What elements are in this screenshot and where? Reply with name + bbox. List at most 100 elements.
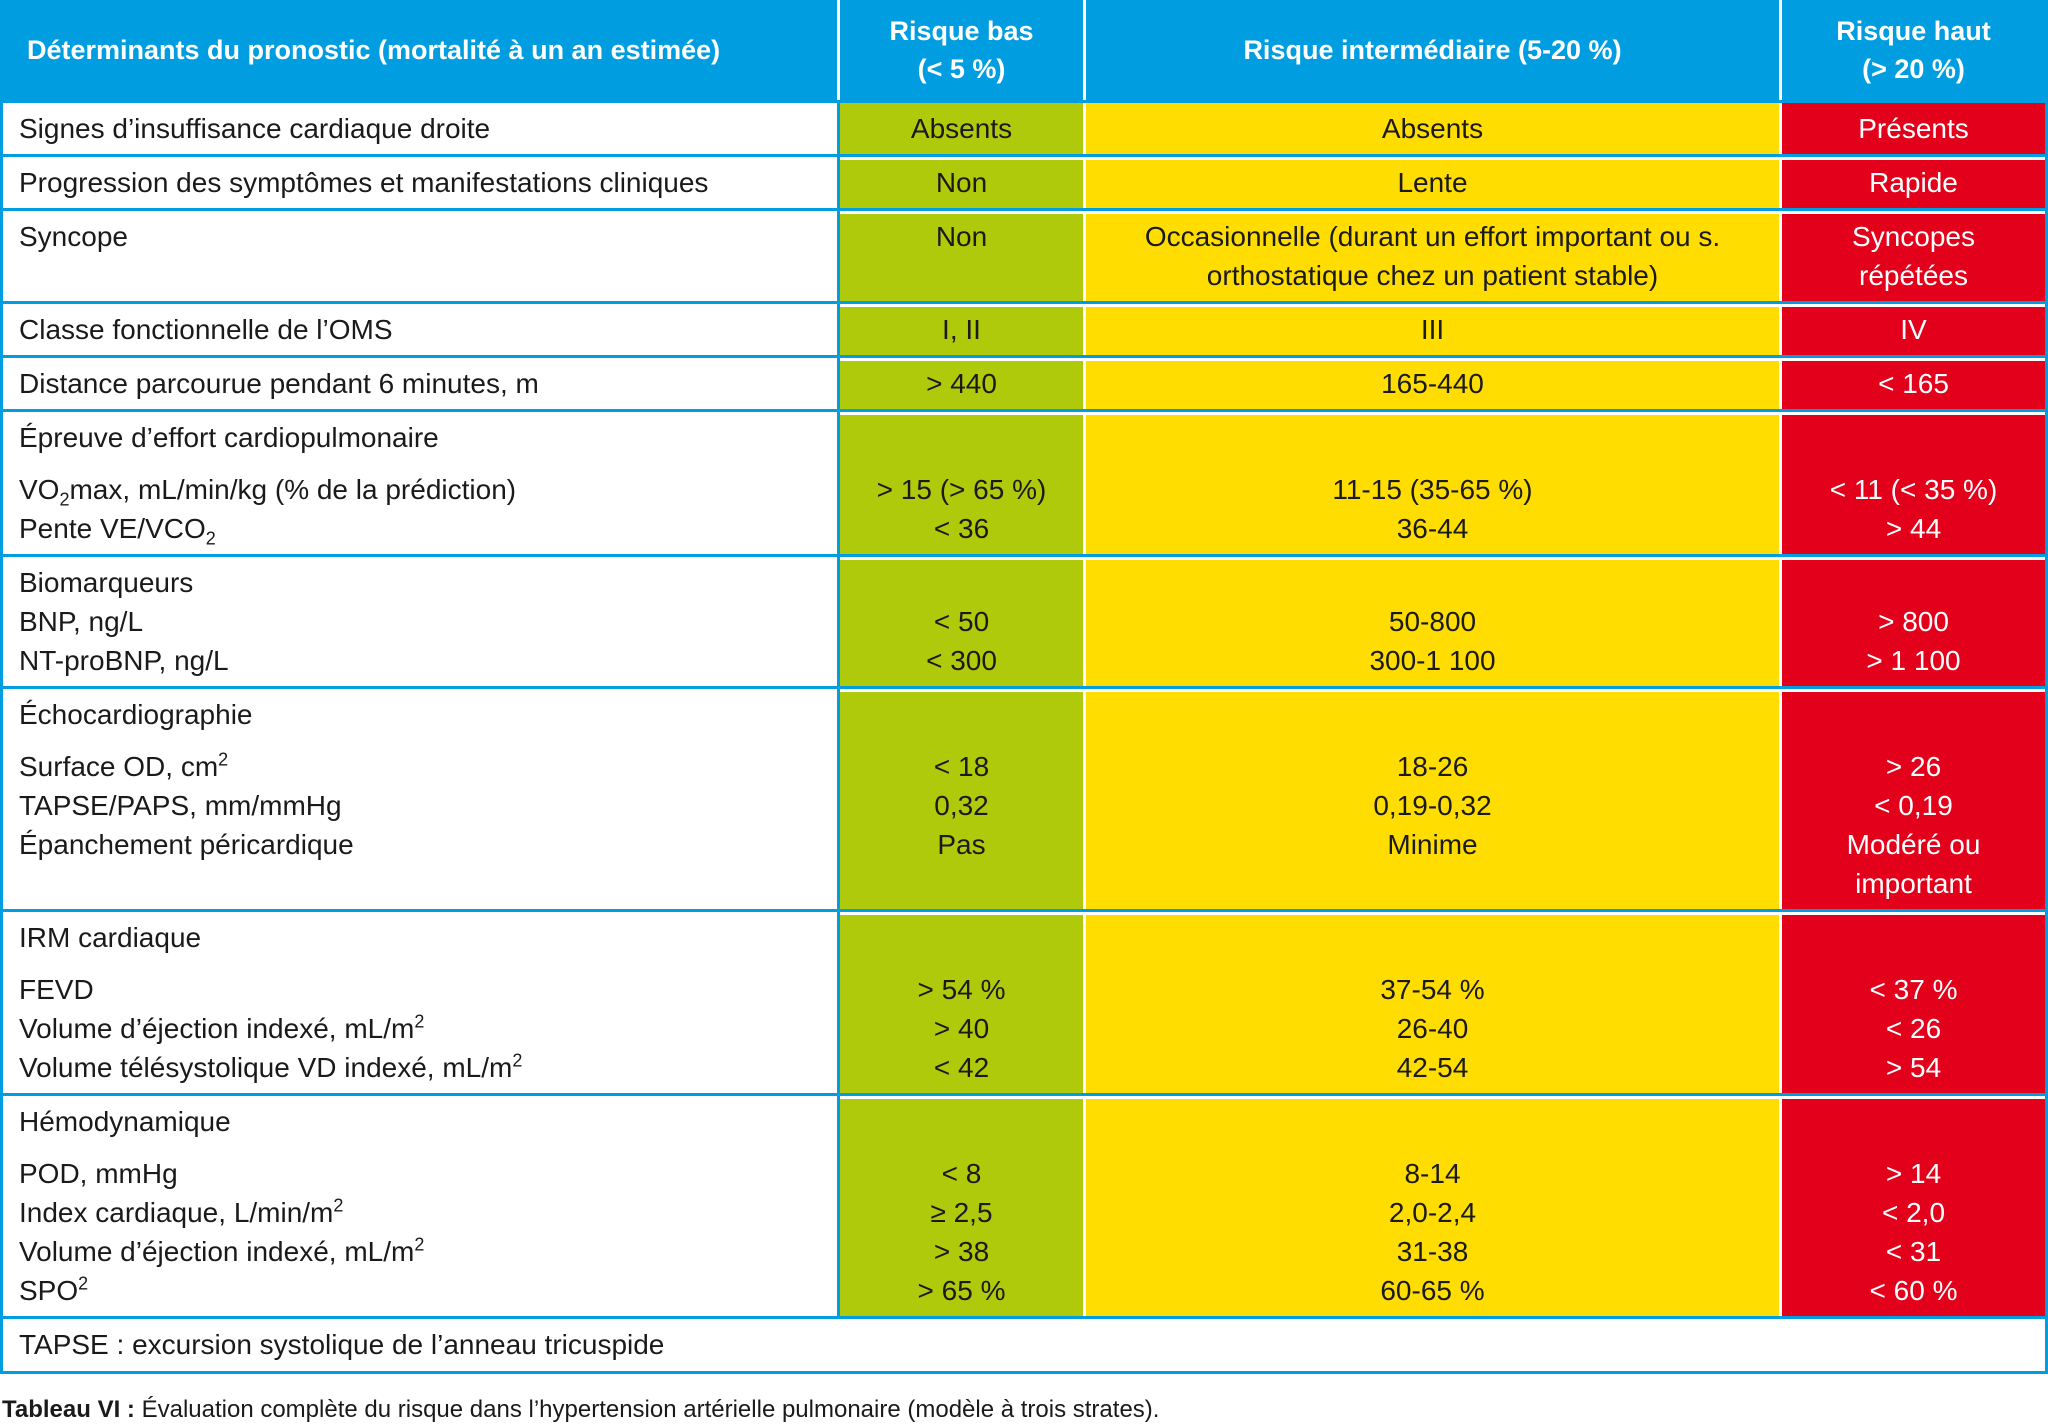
label-text-after: max, mL/min/kg (% de la prédiction) [69, 474, 517, 505]
superscript: 2 [414, 1234, 425, 1255]
label-text: IRM cardiaque [19, 922, 202, 953]
risk-value: > 44 [1885, 513, 1942, 544]
label-cell: Hémodynamique POD, mmHg Index cardiaque, L… [3, 1096, 837, 1316]
label-text: Pente VE/VCO [19, 513, 206, 544]
risk-value: ≥ 2,5 [930, 1197, 993, 1228]
risk-value: < 50 [933, 606, 990, 637]
risk-value: Syncopes répétées [1852, 221, 1975, 291]
spacer [19, 1141, 837, 1154]
row-label: Surface OD, cm2 [19, 747, 837, 786]
risk-value: > 65 % [917, 1275, 1006, 1306]
risk-value: > 26 [1885, 751, 1942, 782]
caption-label: Tableau VI : [2, 1396, 135, 1423]
risk-value [840, 918, 1083, 957]
spacer [1086, 734, 1779, 747]
spacer [1782, 957, 2045, 970]
risk-value: > 54 % [917, 974, 1006, 1005]
risk-value [1086, 563, 1779, 602]
risk-value: < 300 [926, 645, 997, 676]
low-risk-cell: Non [837, 157, 1083, 208]
spacer [1086, 1141, 1779, 1154]
intermediate-risk-cell: III [1083, 304, 1779, 355]
label-text: Progression des symptômes et manifestati… [19, 167, 709, 198]
row-label: VO2max, mL/min/kg (% de la prédiction) [19, 470, 837, 509]
intermediate-risk-cell: 37-54 % 26-40 42-54 [1083, 912, 1779, 1093]
risk-value [840, 1102, 1083, 1141]
risk-value: Pas [937, 829, 986, 860]
table-footnote: TAPSE : excursion systolique de l’anneau… [3, 1316, 2045, 1371]
high-risk-cell: Syncopes répétées [1779, 211, 2045, 301]
risk-value: I, II [942, 314, 981, 345]
label-text: BNP, ng/L [19, 606, 144, 637]
risk-value: > 440 [926, 368, 997, 399]
row-label: IRM cardiaque [19, 918, 837, 957]
risk-value: 50-800 [1388, 606, 1477, 637]
risk-value: > 40 [933, 1013, 990, 1044]
spacer [1086, 957, 1779, 970]
risk-value [840, 695, 1083, 734]
label-cell: Biomarqueurs BNP, ng/L NT-proBNP, ng/L [3, 557, 837, 686]
low-risk-cell: > 15 (> 65 %) < 36 [837, 412, 1083, 554]
label-text: Distance parcourue pendant 6 minutes, m [19, 368, 539, 399]
label-text: Index cardiaque, L/min/m [19, 1197, 334, 1228]
risk-value: 31-38 [1396, 1236, 1469, 1267]
superscript: 2 [333, 1195, 344, 1216]
risk-value: Occasionnelle (durant un effort importan… [1144, 221, 1721, 291]
risk-value: 42-54 [1396, 1052, 1469, 1083]
label-text: Biomarqueurs [19, 567, 194, 598]
risk-value: IV [1900, 314, 1927, 345]
table-row: Échocardiographie Surface OD, cm2 TAPSE/PA… [3, 686, 2045, 909]
risk-value: 2,0-2,4 [1388, 1197, 1477, 1228]
table-row: Syncope Non Occasionnelle (durant un effor… [3, 208, 2045, 301]
low-risk-cell: Non [837, 211, 1083, 301]
label-text: NT-proBNP, ng/L [19, 645, 229, 676]
risk-value: 36-44 [1396, 513, 1469, 544]
risk-value: Lente [1397, 167, 1468, 198]
label-text: Surface OD, cm [19, 751, 219, 782]
label-text: Syncope [19, 221, 128, 252]
label-text: Volume télésystolique VD indexé, mL/m [19, 1052, 513, 1083]
row-label: FEVD [19, 970, 837, 1009]
row-label: Biomarqueurs [19, 563, 837, 602]
table-row: Biomarqueurs BNP, ng/L NT-proBNP, ng/L < 50… [3, 554, 2045, 686]
risk-table: Déterminants du pronostic (mortalité à u… [0, 0, 2048, 1374]
high-risk-cell: IV [1779, 304, 2045, 355]
label-text: POD, mmHg [19, 1158, 178, 1189]
row-label: NT-proBNP, ng/L [19, 641, 837, 680]
intermediate-risk-cell: 50-800 300-1 100 [1083, 557, 1779, 686]
risk-value [1782, 918, 2045, 957]
spacer [19, 734, 837, 747]
row-label: Index cardiaque, L/min/m2 [19, 1193, 837, 1232]
label-cell: Distance parcourue pendant 6 minutes, m [3, 358, 837, 409]
risk-value: < 0,19 [1874, 790, 1953, 821]
risk-value [1086, 918, 1779, 957]
risk-value [1782, 418, 2045, 457]
risk-value: 26-40 [1396, 1013, 1469, 1044]
spacer [1782, 457, 2045, 470]
risk-value: Non [935, 221, 988, 252]
risk-value: > 14 [1885, 1158, 1942, 1189]
risk-value: 11-15 (35-65 %) [1332, 474, 1533, 505]
label-cell: Échocardiographie Surface OD, cm2 TAPSE/PA… [3, 689, 837, 909]
risk-value: Minime [1387, 829, 1478, 860]
risk-value: Non [935, 167, 988, 198]
risk-value [1086, 418, 1779, 457]
spacer [19, 457, 837, 470]
spacer [840, 457, 1083, 470]
risk-value: < 18 [933, 751, 990, 782]
row-label: Volume d’éjection indexé, mL/m2 [19, 1232, 837, 1271]
spacer [1782, 1141, 2045, 1154]
low-risk-cell: I, II [837, 304, 1083, 355]
header-high-risk: Risque haut (> 20 %) [1779, 0, 2045, 100]
table-row: Distance parcourue pendant 6 minutes, m >… [3, 355, 2045, 409]
row-label: Classe fonctionnelle de l’OMS [19, 310, 837, 349]
high-risk-cell: < 165 [1779, 358, 2045, 409]
table-row: IRM cardiaque FEVD Volume d’éjection index… [3, 909, 2045, 1093]
intermediate-risk-cell: 11-15 (35-65 %) 36-44 [1083, 412, 1779, 554]
low-risk-cell: < 18 0,32 Pas [837, 689, 1083, 909]
spacer [840, 957, 1083, 970]
risk-value [1782, 695, 2045, 734]
table-row: Classe fonctionnelle de l’OMS I, II III IV [3, 301, 2045, 355]
row-label: Échocardiographie [19, 695, 837, 734]
risk-value: 60-65 % [1380, 1275, 1485, 1306]
